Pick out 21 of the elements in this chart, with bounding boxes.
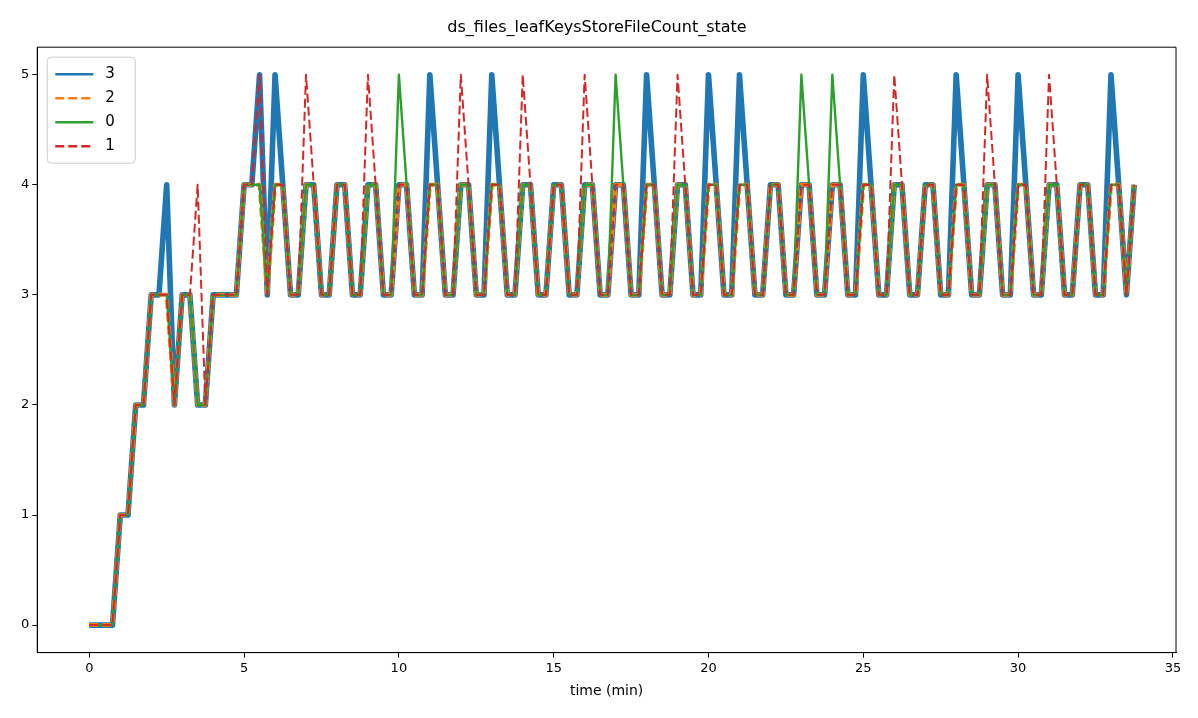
y-tick-label: 4	[20, 176, 30, 192]
y-tick-label: 5	[20, 66, 30, 82]
x-tick-label: 25	[855, 659, 872, 675]
legend-label: 2	[105, 88, 115, 107]
legend-label: 3	[105, 64, 115, 83]
x-tick-label: 5	[239, 659, 249, 675]
x-axis-title: time (min)	[569, 682, 644, 699]
line-series	[87, 182, 1137, 628]
y-tick-label: 2	[20, 396, 30, 412]
y-tick-label: 0	[20, 616, 30, 632]
x-tick-label: 15	[545, 659, 562, 675]
x-tick-label: 35	[1164, 659, 1182, 675]
legend-label: 0	[105, 112, 115, 131]
x-tick-label: 0	[85, 659, 94, 675]
y-tick-label: 3	[20, 286, 30, 302]
x-tick-label: 20	[700, 659, 717, 675]
chart-title: ds_files_leafKeysStoreFileCount_state	[447, 16, 747, 37]
x-tick-label: 30	[1009, 659, 1027, 675]
x-tick-label: 10	[390, 659, 408, 675]
legend-label: 1	[105, 136, 115, 155]
y-tick-label: 1	[20, 506, 30, 522]
